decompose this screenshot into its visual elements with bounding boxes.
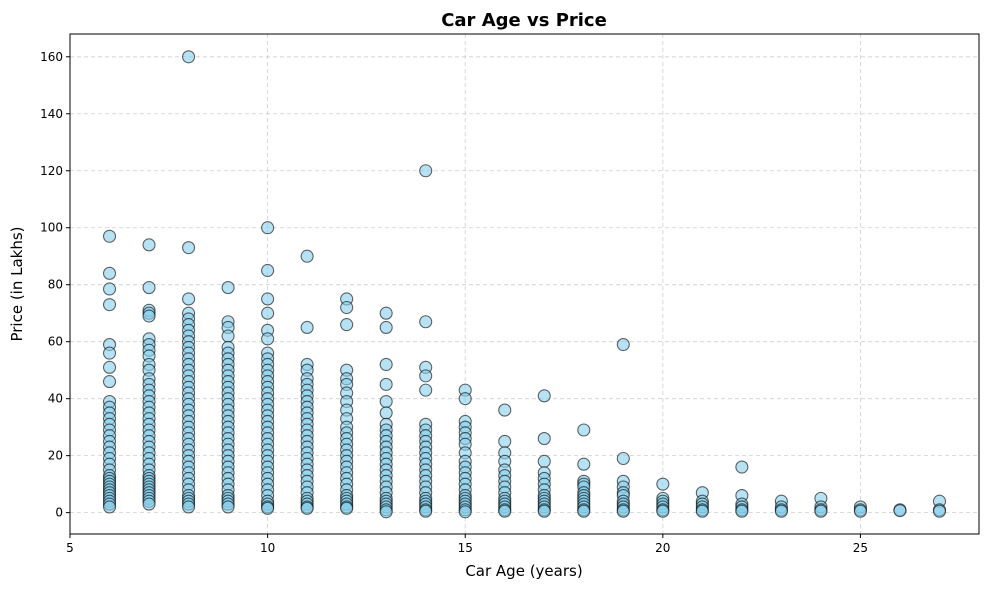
data-point bbox=[379, 406, 393, 420]
data-point bbox=[102, 360, 117, 374]
data-point bbox=[498, 504, 512, 518]
data-point bbox=[616, 504, 630, 518]
data-point bbox=[261, 332, 275, 346]
data-point bbox=[261, 221, 275, 235]
data-point bbox=[419, 164, 433, 178]
data-points bbox=[102, 50, 947, 519]
x-axis-label: Car Age (years) bbox=[465, 562, 582, 580]
y-tick-label: 60 bbox=[48, 335, 63, 349]
data-point bbox=[182, 50, 196, 64]
data-point bbox=[261, 306, 275, 320]
data-point bbox=[379, 320, 393, 334]
data-point bbox=[893, 504, 907, 518]
data-point bbox=[379, 306, 393, 320]
data-point bbox=[537, 504, 551, 518]
y-tick-label: 0 bbox=[55, 506, 63, 520]
x-tick-label: 25 bbox=[853, 541, 868, 555]
data-point bbox=[616, 451, 630, 466]
x-tick-label: 20 bbox=[655, 541, 670, 555]
data-point bbox=[102, 229, 117, 243]
data-point bbox=[814, 504, 828, 518]
data-point bbox=[261, 292, 275, 306]
data-point bbox=[102, 346, 117, 360]
data-point bbox=[182, 292, 196, 306]
data-point bbox=[340, 318, 354, 332]
data-point bbox=[379, 357, 393, 372]
chart-title: Car Age vs Price bbox=[441, 10, 607, 31]
data-point bbox=[932, 504, 947, 518]
y-tick-label: 40 bbox=[48, 392, 63, 406]
data-point bbox=[102, 500, 117, 514]
data-point bbox=[221, 281, 235, 295]
data-point bbox=[419, 369, 433, 383]
data-point bbox=[735, 504, 749, 518]
data-point bbox=[379, 505, 393, 519]
data-point bbox=[379, 394, 393, 409]
data-point bbox=[102, 282, 117, 296]
y-tick-label: 120 bbox=[40, 164, 63, 178]
data-point bbox=[577, 423, 591, 437]
data-point bbox=[261, 263, 275, 278]
grid-lines bbox=[69, 34, 979, 534]
data-point bbox=[577, 504, 591, 518]
plot-frame bbox=[69, 33, 980, 535]
data-point bbox=[300, 249, 314, 263]
data-point bbox=[102, 266, 117, 280]
data-point bbox=[735, 460, 749, 474]
data-point bbox=[419, 383, 433, 397]
data-point bbox=[498, 403, 512, 417]
data-point bbox=[102, 375, 117, 389]
data-point bbox=[853, 504, 867, 518]
data-point bbox=[458, 505, 472, 519]
data-point bbox=[340, 300, 354, 315]
data-point bbox=[379, 377, 393, 391]
data-point bbox=[221, 500, 235, 514]
data-point bbox=[142, 238, 156, 252]
data-point bbox=[300, 320, 314, 334]
x-tick-label: 5 bbox=[66, 541, 74, 555]
y-tick-label: 20 bbox=[48, 449, 63, 463]
axis-ticks: 5 10 15 20 25 0 20 40 60 80 100 120 140 160 bbox=[40, 50, 868, 555]
data-point bbox=[458, 392, 472, 406]
data-point bbox=[498, 434, 512, 448]
y-tick-label: 80 bbox=[48, 278, 63, 292]
data-point bbox=[142, 281, 156, 295]
data-point bbox=[340, 501, 354, 515]
data-point bbox=[537, 389, 551, 403]
data-point bbox=[656, 477, 670, 491]
y-tick-label: 160 bbox=[40, 50, 63, 64]
data-point bbox=[142, 309, 156, 323]
data-point bbox=[261, 501, 275, 515]
data-point bbox=[537, 454, 551, 468]
data-point bbox=[221, 329, 235, 343]
x-tick-label: 10 bbox=[260, 541, 275, 555]
data-point bbox=[102, 298, 117, 312]
data-point bbox=[577, 457, 591, 471]
data-point bbox=[182, 500, 196, 514]
data-point bbox=[774, 504, 788, 518]
data-point bbox=[695, 504, 709, 518]
y-tick-label: 100 bbox=[40, 221, 63, 235]
data-point bbox=[419, 504, 433, 518]
data-point bbox=[300, 501, 314, 515]
data-point bbox=[537, 432, 551, 446]
y-axis-label: Price (in Lakhs) bbox=[8, 226, 26, 341]
x-tick-label: 15 bbox=[458, 541, 473, 555]
data-point bbox=[182, 241, 196, 255]
data-point bbox=[616, 337, 630, 352]
data-point bbox=[142, 497, 156, 511]
data-point bbox=[419, 315, 433, 329]
y-tick-label: 140 bbox=[40, 107, 63, 121]
data-point bbox=[656, 504, 670, 518]
